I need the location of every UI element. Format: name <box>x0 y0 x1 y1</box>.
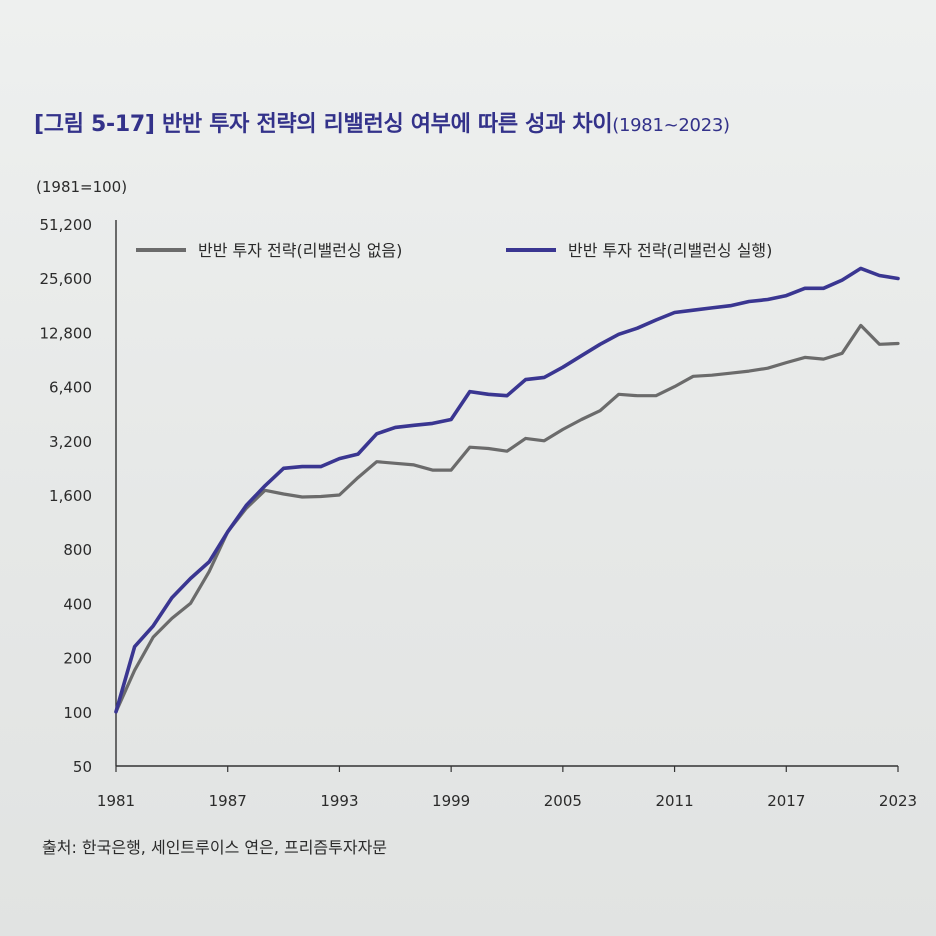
figure-title: [그림 5-17] 반반 투자 전략의 리밸런싱 여부에 따른 성과 차이(19… <box>34 106 730 138</box>
series-lines <box>114 266 900 714</box>
y-tick-label: 25,600 <box>40 270 93 288</box>
figure-title-main: [그림 5-17] 반반 투자 전략의 리밸런싱 여부에 따른 성과 차이 <box>34 112 613 137</box>
y-tick-label: 1,600 <box>49 487 92 505</box>
x-tick-label: 1993 <box>320 792 358 810</box>
x-tick-label: 1999 <box>432 792 470 810</box>
series-line-no-rebalance <box>114 323 900 714</box>
x-tick-label: 2005 <box>544 792 582 810</box>
x-tick-label: 1987 <box>209 792 247 810</box>
y-tick-label: 100 <box>63 704 92 722</box>
legend-label-no-rebalance: 반반 투자 전략(리밸런싱 없음) <box>198 241 402 260</box>
source-note: 출처: 한국은행, 세인트루이스 연은, 프리즘투자자문 <box>42 838 388 857</box>
y-tick-label: 400 <box>63 595 92 613</box>
legend: 반반 투자 전략(리밸런싱 없음) 반반 투자 전략(리밸런싱 실행) <box>136 241 772 260</box>
y-tick-label: 51,200 <box>40 216 93 234</box>
y-unit-label: (1981=100) <box>36 178 127 196</box>
y-tick-label: 3,200 <box>49 433 92 451</box>
x-tick-label: 1981 <box>97 792 135 810</box>
y-tick-label: 6,400 <box>49 379 92 397</box>
axes <box>115 220 898 767</box>
y-tick-label: 50 <box>73 758 92 776</box>
y-tick-label: 12,800 <box>40 324 93 342</box>
x-tick-label: 2023 <box>879 792 917 810</box>
series-line-rebalance <box>114 266 900 714</box>
x-tick-label: 2017 <box>767 792 805 810</box>
x-tick-label: 2011 <box>655 792 693 810</box>
y-tick-label: 200 <box>63 650 92 668</box>
figure-title-range: (1981~2023) <box>612 115 730 136</box>
y-tick-labels: 50 100 200 400 800 1,600 3,200 6,400 12,800 25,60… <box>40 216 93 776</box>
x-tick-labels: 1981 1987 1993 1999 2005 2011 2017 2023 <box>97 766 917 810</box>
legend-label-rebalance: 반반 투자 전략(리밸런싱 실행) <box>568 241 772 260</box>
y-tick-label: 800 <box>63 541 92 559</box>
